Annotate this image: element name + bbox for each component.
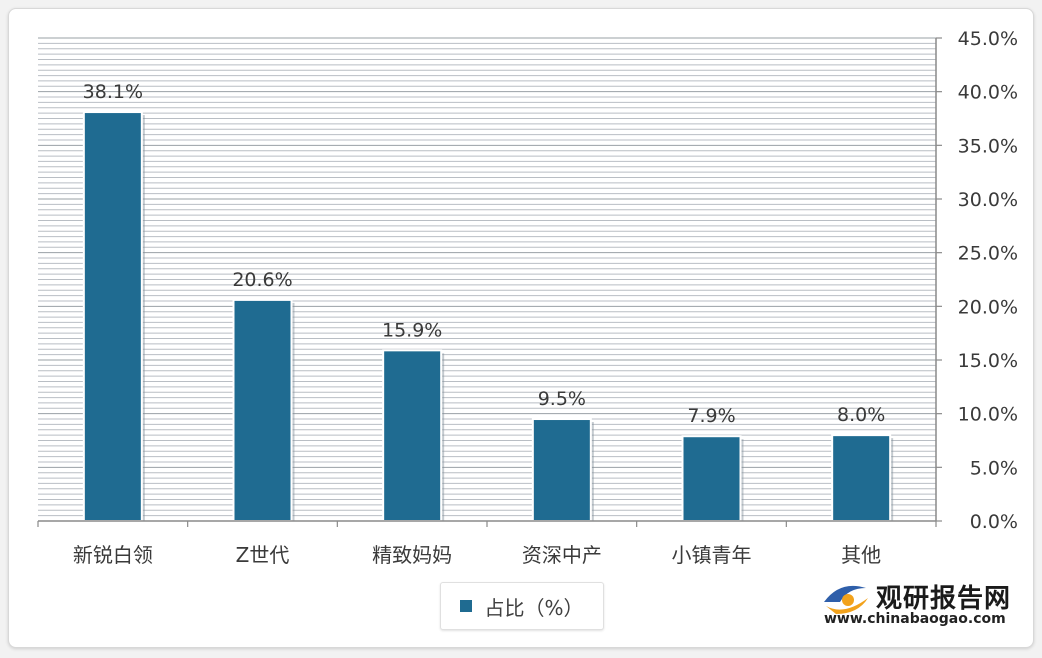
x-tick-labels: 新锐白领 Z世代 精致妈妈 资深中产 小镇青年 其他 (73, 543, 881, 567)
bar (831, 434, 892, 522)
data-label: 8.0% (837, 404, 885, 426)
y-tick-label: 45.0% (958, 28, 1018, 50)
bar (681, 435, 742, 522)
y-tick-label: 35.0% (958, 135, 1018, 157)
legend: 占比（%） (440, 582, 604, 630)
y-tick-label: 0.0% (970, 511, 1018, 533)
logo-title: 观研报告网 (876, 584, 1012, 614)
x-tick-label: 小镇青年 (672, 543, 752, 567)
x-tick-label: Z世代 (236, 543, 290, 567)
axes (37, 37, 942, 527)
value-labels: 38.1% 20.6% 15.9% 9.5% 7.9% 8.0% (83, 81, 886, 427)
gridlines (38, 37, 936, 522)
bar (232, 298, 293, 523)
x-tick-label: 其他 (841, 543, 881, 567)
y-tick-labels: 0.0% 5.0% 10.0% 15.0% 20.0% 25.0% 30.0% 35.0% 40… (958, 28, 1018, 533)
bars (82, 111, 894, 523)
logo-mark-icon (824, 585, 868, 614)
y-tick-label: 10.0% (958, 404, 1018, 426)
y-tick-label: 30.0% (958, 189, 1018, 211)
legend-swatch (460, 600, 473, 612)
brand-logo: 观研报告网 www.chinabaogao.com (818, 574, 1028, 634)
data-label: 9.5% (538, 388, 586, 410)
data-label: 20.6% (232, 269, 292, 291)
y-tick-label: 20.0% (958, 296, 1018, 318)
legend-label: 占比（%） (484, 595, 584, 620)
y-tick-label: 40.0% (958, 82, 1018, 104)
data-label: 15.9% (382, 319, 442, 341)
bar (82, 111, 143, 522)
bar (382, 349, 443, 522)
bar (531, 418, 592, 522)
data-label: 38.1% (83, 81, 143, 103)
x-tick-label: 新锐白领 (73, 543, 153, 567)
y-tick-label: 15.0% (958, 350, 1018, 372)
y-tick-label: 25.0% (958, 243, 1018, 265)
logo-url: www.chinabaogao.com (824, 611, 1006, 627)
data-label: 7.9% (687, 405, 735, 427)
y-tick-label: 5.0% (970, 457, 1018, 479)
x-tick-label: 资深中产 (522, 543, 602, 567)
x-tick-label: 精致妈妈 (372, 543, 452, 567)
